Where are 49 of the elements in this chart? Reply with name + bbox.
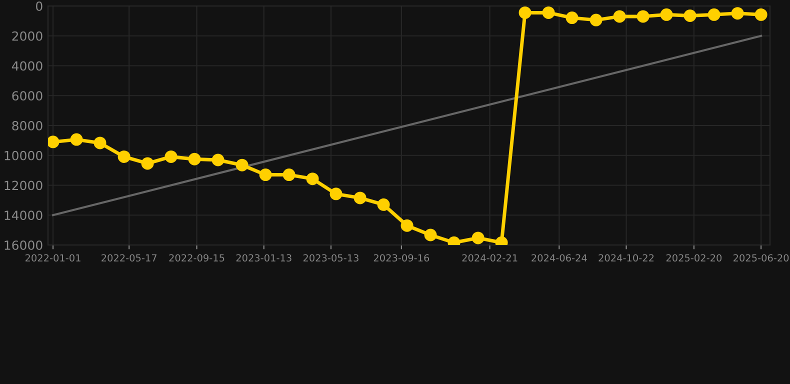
point bbox=[188, 152, 201, 166]
point bbox=[613, 10, 626, 23]
point bbox=[377, 198, 390, 211]
y-tick-label: 16000 bbox=[4, 240, 42, 250]
point bbox=[282, 168, 296, 182]
y-tick-label: 10000 bbox=[4, 150, 42, 160]
x-tick-label: 2024-10-22 bbox=[598, 254, 654, 262]
point bbox=[684, 9, 696, 22]
point bbox=[708, 8, 720, 21]
point bbox=[731, 7, 744, 20]
x-tick-label: 2025-06-20 bbox=[734, 254, 789, 262]
point bbox=[48, 136, 60, 148]
point bbox=[542, 6, 555, 19]
point bbox=[259, 168, 272, 182]
point bbox=[94, 136, 106, 150]
point bbox=[754, 8, 768, 21]
y-tick-label: 6000 bbox=[12, 91, 42, 101]
point bbox=[118, 150, 130, 163]
point bbox=[306, 172, 319, 186]
point bbox=[424, 228, 437, 242]
point bbox=[660, 8, 673, 21]
point bbox=[212, 154, 224, 166]
y-tick-label: 8000 bbox=[12, 120, 42, 130]
point bbox=[330, 188, 342, 200]
point bbox=[236, 158, 248, 172]
point bbox=[472, 232, 484, 244]
x-tick-label: 2024-02-21 bbox=[462, 254, 518, 262]
y-tick-label: 12000 bbox=[4, 180, 42, 190]
y-tick-label: 2000 bbox=[12, 31, 42, 41]
point bbox=[400, 219, 414, 232]
point bbox=[70, 133, 83, 146]
point bbox=[164, 150, 178, 163]
x-tick-label: 2022-09-15 bbox=[169, 254, 224, 262]
point bbox=[590, 14, 602, 26]
y-tick-label: 4000 bbox=[12, 61, 42, 71]
y-tick-label: 0 bbox=[36, 1, 42, 11]
x-tick-label: 2022-01-01 bbox=[25, 254, 80, 262]
x-tick-label: 2022-05-17 bbox=[102, 254, 157, 262]
point bbox=[566, 12, 578, 24]
x-tick-label: 2023-01-13 bbox=[236, 254, 292, 262]
point bbox=[354, 192, 366, 204]
x-tick-label: 2023-09-16 bbox=[374, 254, 430, 262]
y-tick-label: 14000 bbox=[4, 210, 42, 220]
point bbox=[141, 157, 154, 170]
x-tick-label: 2023-05-13 bbox=[303, 254, 358, 262]
x-tick-label: 2024-06-24 bbox=[532, 254, 587, 262]
point bbox=[518, 6, 532, 19]
point bbox=[636, 10, 650, 23]
x-tick-label: 2025-02-20 bbox=[666, 254, 722, 262]
